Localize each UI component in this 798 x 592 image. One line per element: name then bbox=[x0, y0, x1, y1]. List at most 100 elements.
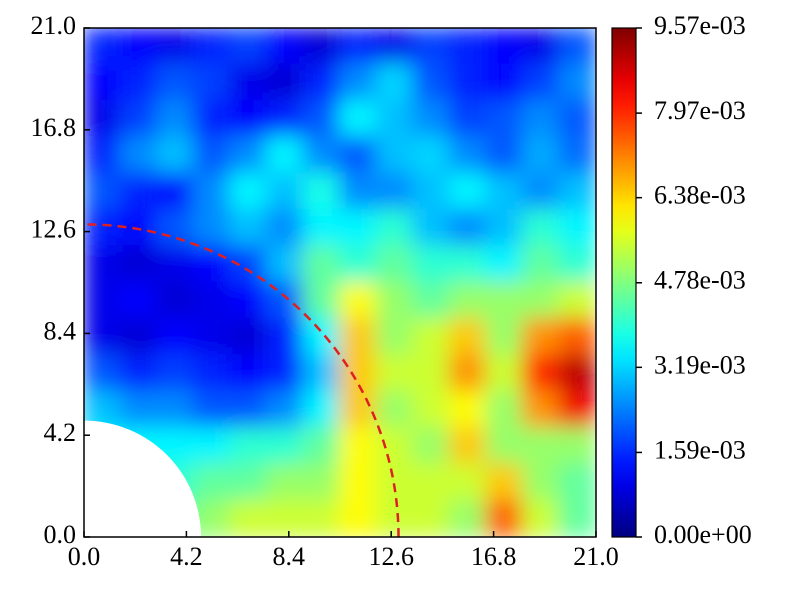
field-cell bbox=[192, 63, 232, 102]
x-tick-label: 0.0 bbox=[68, 542, 101, 571]
field-cell bbox=[229, 354, 268, 393]
field-cell bbox=[521, 136, 561, 175]
field-cell bbox=[119, 317, 159, 357]
field-cell bbox=[156, 354, 195, 393]
field-cell bbox=[339, 354, 378, 393]
field-cell bbox=[375, 317, 415, 357]
y-tick-label: 12.6 bbox=[31, 215, 77, 244]
field-cell bbox=[485, 136, 524, 175]
field-cell bbox=[448, 317, 488, 357]
field-cell bbox=[229, 245, 268, 284]
field-cell bbox=[521, 317, 561, 357]
field-cell bbox=[375, 499, 415, 537]
field-cell bbox=[192, 390, 232, 429]
field-cell bbox=[265, 172, 305, 211]
field-cell bbox=[558, 390, 596, 429]
field-cell bbox=[375, 245, 415, 284]
field-cell bbox=[119, 245, 159, 284]
field-cell bbox=[485, 354, 524, 393]
field-cell bbox=[485, 63, 524, 102]
field-cell bbox=[156, 208, 195, 248]
field-cell bbox=[412, 208, 451, 248]
field-cell bbox=[558, 99, 596, 139]
field-cell bbox=[84, 63, 122, 102]
field-cell bbox=[448, 390, 488, 429]
field-cell bbox=[192, 317, 232, 357]
field-cell bbox=[521, 28, 561, 66]
field-cell bbox=[192, 99, 232, 139]
field-cell bbox=[119, 99, 159, 139]
field-cell bbox=[339, 463, 378, 502]
field-cell bbox=[375, 390, 415, 429]
field-cell bbox=[302, 136, 341, 175]
field-cell bbox=[156, 245, 195, 284]
field-cell bbox=[448, 281, 488, 320]
field-cell bbox=[558, 463, 596, 502]
field-cell bbox=[265, 136, 305, 175]
colorbar-tick-label: 6.38e-03 bbox=[654, 181, 746, 210]
field-cell bbox=[84, 354, 122, 393]
field-cell bbox=[521, 281, 561, 320]
field-cell bbox=[485, 317, 524, 357]
field-cell bbox=[156, 390, 195, 429]
field-cell bbox=[302, 245, 341, 284]
field-cell bbox=[558, 28, 596, 66]
field-cell bbox=[412, 463, 451, 502]
field-cell bbox=[448, 463, 488, 502]
field-cell bbox=[448, 63, 488, 102]
field-cell bbox=[84, 281, 122, 320]
field-cell bbox=[192, 208, 232, 248]
field-cell bbox=[229, 28, 268, 66]
field-cell bbox=[265, 208, 305, 248]
field-cell bbox=[229, 172, 268, 211]
field-cell bbox=[192, 426, 232, 466]
field-cell bbox=[375, 208, 415, 248]
field-cell bbox=[339, 499, 378, 537]
field-cell bbox=[156, 317, 195, 357]
field-cell bbox=[119, 354, 159, 393]
field-cell bbox=[375, 63, 415, 102]
field-cell bbox=[448, 99, 488, 139]
field-cell bbox=[521, 499, 561, 537]
field-cell bbox=[302, 426, 341, 466]
field-cell bbox=[521, 245, 561, 284]
field-cell bbox=[156, 63, 195, 102]
field-cell bbox=[412, 63, 451, 102]
field-cell bbox=[302, 390, 341, 429]
field-cell bbox=[156, 28, 195, 66]
field-cell bbox=[485, 28, 524, 66]
field-cell bbox=[375, 136, 415, 175]
field-cell bbox=[558, 245, 596, 284]
field-cell bbox=[412, 499, 451, 537]
field-cell bbox=[265, 426, 305, 466]
field-cell bbox=[375, 172, 415, 211]
plot-frame bbox=[83, 27, 597, 538]
field-cell bbox=[192, 354, 232, 393]
field-cell bbox=[412, 99, 451, 139]
field-cell bbox=[485, 281, 524, 320]
field-cell bbox=[412, 281, 451, 320]
field-cell bbox=[265, 63, 305, 102]
x-tick-label: 8.4 bbox=[273, 542, 306, 571]
field-cell bbox=[521, 63, 561, 102]
field-cell bbox=[192, 136, 232, 175]
field-cell bbox=[558, 172, 596, 211]
field-cell bbox=[229, 426, 268, 466]
field-cell bbox=[192, 281, 232, 320]
field-cell bbox=[302, 499, 341, 537]
field-cell bbox=[558, 136, 596, 175]
field-cell bbox=[558, 208, 596, 248]
y-tick-label: 4.2 bbox=[44, 418, 77, 447]
field-cell bbox=[339, 63, 378, 102]
y-tick-label: 16.8 bbox=[31, 113, 77, 142]
field-cell bbox=[229, 281, 268, 320]
field-cell bbox=[448, 172, 488, 211]
field-cell bbox=[558, 63, 596, 102]
field-cell bbox=[302, 281, 341, 320]
field-cell bbox=[339, 390, 378, 429]
field-cell bbox=[302, 28, 341, 66]
field-cell bbox=[156, 136, 195, 175]
field-cell bbox=[558, 281, 596, 320]
field-cell bbox=[412, 136, 451, 175]
field-cell bbox=[119, 136, 159, 175]
